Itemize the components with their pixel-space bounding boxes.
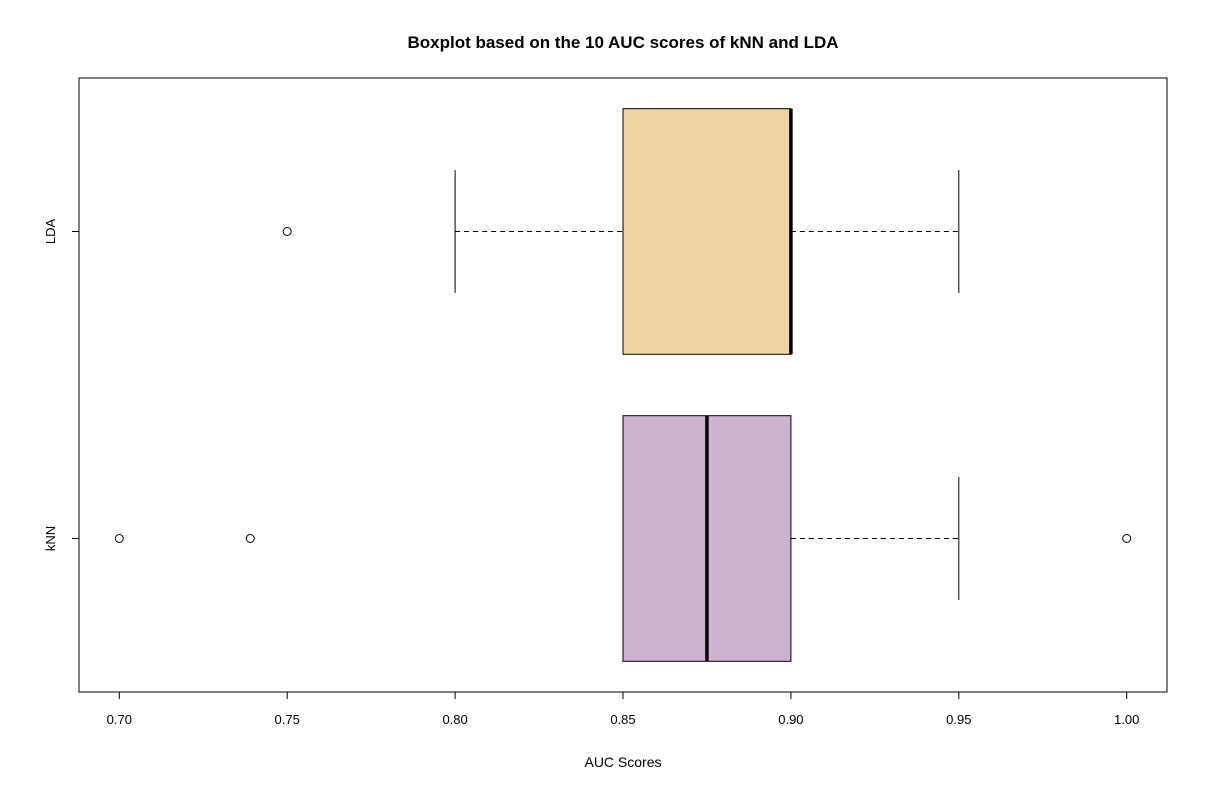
x-axis-label: AUC Scores — [584, 754, 661, 770]
outlier-point-lda — [282, 227, 292, 236]
x-tick-label: 0.75 — [275, 712, 300, 727]
outlier-point-knn — [245, 534, 255, 543]
box-lda — [282, 108, 960, 355]
y-tick-label-lda: LDA — [43, 219, 58, 245]
y-tick-label-knn: kNN — [43, 526, 58, 551]
y-axis: kNN LDA — [43, 219, 80, 551]
x-tick-label: 0.85 — [610, 712, 635, 727]
boxes-group — [114, 108, 1132, 662]
x-tick-label: 0.80 — [442, 712, 467, 727]
chart-title: Boxplot based on the 10 AUC scores of kN… — [407, 33, 838, 52]
outlier-point-knn — [114, 534, 124, 543]
iqr-box-lda — [622, 108, 792, 355]
x-tick-label: 1.00 — [1114, 712, 1139, 727]
x-tick-label: 0.95 — [946, 712, 971, 727]
outlier-point-knn — [1122, 534, 1132, 543]
x-tick-label: 0.90 — [778, 712, 803, 727]
box-knn — [114, 415, 1132, 662]
x-axis: 0.70 0.75 0.80 0.85 0.90 0.95 1.00 — [107, 691, 1139, 727]
x-tick-label: 0.70 — [107, 712, 132, 727]
